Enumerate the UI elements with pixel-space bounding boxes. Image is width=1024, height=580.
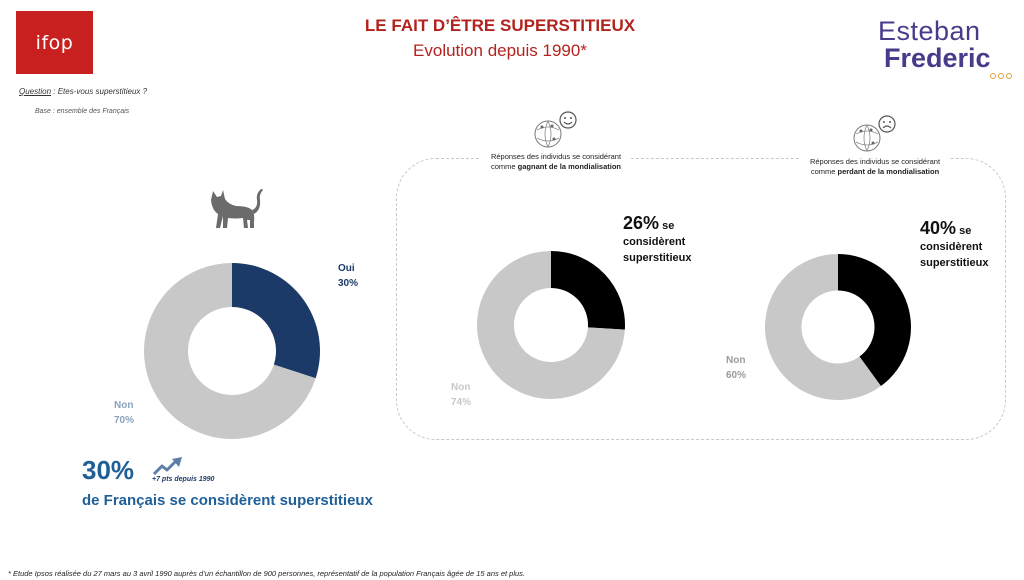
- cat-icon: [211, 189, 263, 228]
- label-non-overall-cat: Non: [114, 400, 134, 411]
- stat-loser-text-3: superstitieux: [920, 257, 989, 269]
- segment-label-winner-pre: Réponses des individus se considérant co…: [490, 152, 622, 171]
- stat-winner-text-2: considèrent: [623, 236, 686, 248]
- segments-container: [396, 158, 1006, 440]
- stat-winner-text-1: se: [659, 220, 675, 232]
- ifop-logo: ifop: [16, 11, 93, 74]
- question-text: : Etes-vous superstitieux ?: [51, 87, 148, 96]
- winner-slice-oui: [551, 251, 625, 330]
- label-non-overall: Non 70%: [114, 398, 134, 428]
- segment-label-winner-bold: gagnant de la mondialisation: [517, 162, 622, 171]
- label-oui-overall: Oui 30%: [338, 261, 358, 291]
- kpi-value: 30%: [82, 455, 135, 485]
- trend-up-arrow-icon: [152, 457, 182, 476]
- overall-slice-non: [144, 263, 316, 439]
- donut-chart-overall: [144, 263, 320, 439]
- stat-winner-text-3: superstitieux: [623, 252, 692, 264]
- globe-smiley-icon: [534, 111, 577, 148]
- donut-chart-winner: [477, 251, 625, 399]
- segment-label-loser-pre: Réponses des individus se considérant co…: [809, 157, 941, 176]
- segment-label-winner: Réponses des individus se considérant co…: [481, 150, 631, 174]
- label-oui-overall-value: 30%: [338, 278, 359, 289]
- question-label: Question: [19, 87, 52, 96]
- page-title: LE FAIT D’ÊTRE SUPERSTITIEUX: [364, 16, 636, 35]
- question: Question : Etes-vous superstitieux ?: [19, 87, 147, 96]
- winner-slice-non: [477, 251, 625, 399]
- stat-loser-text-2: considèrent: [920, 241, 983, 253]
- loser-slice-non: [765, 254, 881, 400]
- label-non-loser-cat: Non: [726, 355, 746, 366]
- label-non-winner-value: 74%: [451, 397, 472, 408]
- label-oui-overall-cat: Oui: [338, 263, 355, 274]
- kpi-trend: +7 pts depuis 1990: [152, 476, 215, 483]
- base-note: Base : ensemble des Français: [35, 108, 130, 115]
- stat-winner-pct: 26%: [623, 213, 660, 233]
- stat-loser-text-1: se: [956, 225, 972, 237]
- loser-slice-oui: [838, 254, 911, 387]
- donut-chart-loser: [765, 254, 911, 400]
- brand-first-name: Esteban: [878, 16, 981, 46]
- stat-loser: 40% se considèrent superstitieux: [920, 218, 989, 271]
- segment-label-loser-bold: perdant de la mondialisation: [837, 167, 940, 176]
- label-non-winner-cat: Non: [451, 382, 471, 393]
- brand-dots: [990, 66, 1014, 84]
- kpi-description: de Français se considèrent superstitieux: [82, 492, 373, 509]
- brand-logo: Esteban Frederic: [878, 16, 1018, 79]
- stat-winner: 26% se considèrent superstitieux: [623, 213, 692, 266]
- brand-last-name: Frederic: [884, 43, 991, 73]
- overall-slice-oui: [232, 263, 320, 379]
- label-non-overall-value: 70%: [114, 415, 135, 426]
- page-subtitle: Evolution depuis 1990*: [413, 41, 587, 60]
- label-non-loser-value: 60%: [726, 370, 747, 381]
- segment-label-loser: Réponses des individus se considérant co…: [800, 155, 950, 179]
- stat-loser-pct: 40%: [920, 218, 957, 238]
- label-non-loser: Non 60%: [726, 353, 746, 383]
- globe-sad-icon: [853, 115, 896, 152]
- label-non-winner: Non 74%: [451, 380, 471, 410]
- footnote: * Etude Ipsos réalisée du 27 mars au 3 a…: [8, 569, 526, 578]
